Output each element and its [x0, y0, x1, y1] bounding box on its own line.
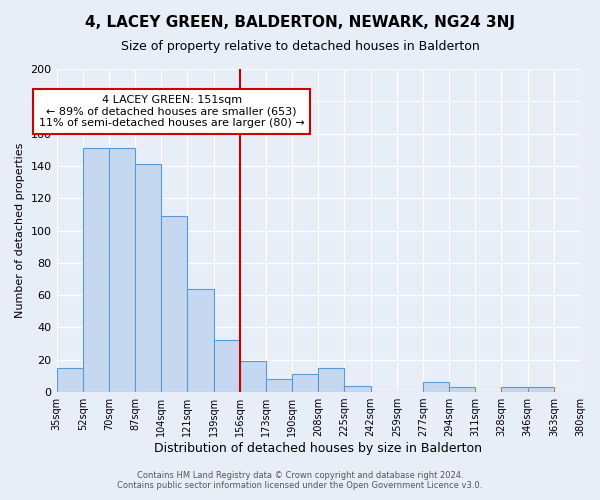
Text: 4, LACEY GREEN, BALDERTON, NEWARK, NG24 3NJ: 4, LACEY GREEN, BALDERTON, NEWARK, NG24 … [85, 15, 515, 30]
Bar [161, 216, 187, 392]
Y-axis label: Number of detached properties: Number of detached properties [15, 143, 25, 318]
Bar [449, 387, 475, 392]
Bar [56, 368, 83, 392]
Bar [135, 164, 161, 392]
Bar [214, 340, 240, 392]
Bar [187, 288, 214, 392]
Bar [266, 379, 292, 392]
Bar [240, 362, 266, 392]
Bar [344, 386, 371, 392]
Text: Size of property relative to detached houses in Balderton: Size of property relative to detached ho… [121, 40, 479, 53]
X-axis label: Distribution of detached houses by size in Balderton: Distribution of detached houses by size … [154, 442, 482, 455]
Bar [502, 387, 527, 392]
Bar [83, 148, 109, 392]
Bar [423, 382, 449, 392]
Text: Contains HM Land Registry data © Crown copyright and database right 2024.
Contai: Contains HM Land Registry data © Crown c… [118, 470, 482, 490]
Text: 4 LACEY GREEN: 151sqm
← 89% of detached houses are smaller (653)
11% of semi-det: 4 LACEY GREEN: 151sqm ← 89% of detached … [39, 95, 305, 128]
Bar [292, 374, 318, 392]
Bar [527, 387, 554, 392]
Bar [318, 368, 344, 392]
Bar [109, 148, 135, 392]
